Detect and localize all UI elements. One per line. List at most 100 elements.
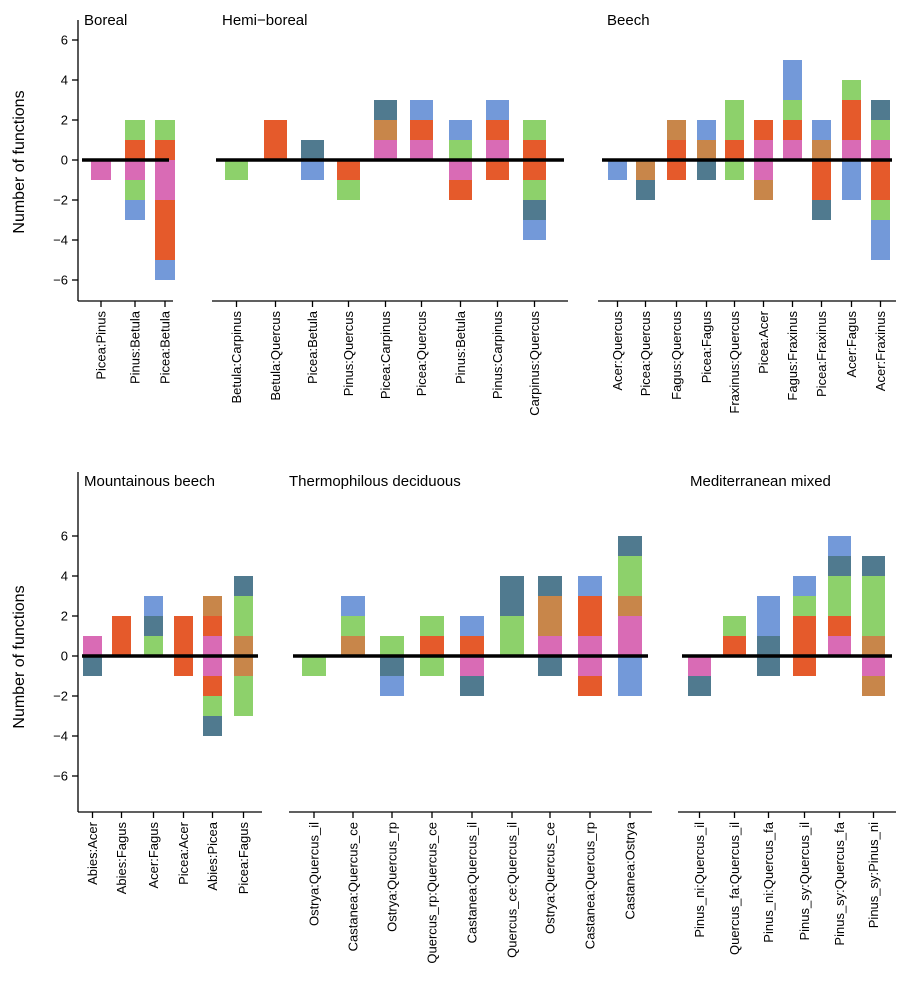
bar-segment <box>538 596 562 616</box>
bar-segment <box>578 596 602 616</box>
x-tick-label: Abies:Fagus <box>114 822 129 895</box>
bar-segment <box>420 636 444 656</box>
bar-segment <box>754 180 773 200</box>
bar-segment <box>155 180 175 200</box>
x-tick-label: Pinus_ni:Quercus_fa <box>761 821 776 942</box>
bar-segment <box>500 616 524 636</box>
bar-segment <box>723 616 746 636</box>
panel-title-boreal: Boreal <box>84 12 127 29</box>
bar-segment <box>538 576 562 596</box>
bar-segment <box>688 676 711 696</box>
x-tick-label: Picea:Quercus <box>414 311 429 397</box>
x-tick-label: Acer:Quercus <box>610 311 625 391</box>
bar-segment <box>125 160 145 180</box>
y-tick-label: 2 <box>61 113 68 128</box>
bar-segment <box>793 596 816 616</box>
bar-segment <box>793 616 816 636</box>
bar-segment <box>828 616 851 636</box>
bar-segment <box>460 676 484 696</box>
bar-segment <box>812 160 831 180</box>
bar-segment <box>234 696 253 716</box>
bar-segment <box>871 180 890 200</box>
bar-segment <box>341 596 365 616</box>
bar-segment <box>486 160 509 180</box>
bar-segment <box>144 636 163 656</box>
bar-segment <box>618 576 642 596</box>
bar-segment <box>449 120 472 140</box>
bar-segment <box>449 140 472 160</box>
bar-segment <box>83 656 102 676</box>
bar-segment <box>618 536 642 556</box>
bar-segment <box>578 676 602 696</box>
bar-segment <box>125 200 145 220</box>
panel-title-hemi-boreal: Hemi−boreal <box>222 12 307 29</box>
bar-segment <box>697 120 716 140</box>
bar-segment <box>410 140 433 160</box>
bar-segment <box>500 596 524 616</box>
bar-segment <box>828 576 851 596</box>
bar-segment <box>725 140 744 160</box>
x-tick-label: Carpinus:Quercus <box>527 311 542 416</box>
bar-segment <box>203 676 222 696</box>
panel-title-thermophilous-deciduous: Thermophilous deciduous <box>289 473 461 490</box>
bar-segment <box>337 180 360 200</box>
bar-segment <box>234 676 253 696</box>
bar-segment <box>174 636 193 656</box>
bar-segment <box>862 656 885 676</box>
bar-segment <box>374 100 397 120</box>
bar-segment <box>203 696 222 716</box>
bar-segment <box>871 140 890 160</box>
chart-panel-4: Ostrya:Quercus_il Castanea:Quercus_ce Ostr… <box>289 536 652 964</box>
bar-segment <box>234 636 253 656</box>
bar-segment <box>500 636 524 656</box>
bar-segment <box>725 160 744 180</box>
plot-layer: −6 −4 −2 0 2 4 6 Picea:Pinus Pinus:Betula Picea:B… <box>53 20 896 964</box>
x-tick-label: Castanea:Quercus_il <box>465 822 480 944</box>
chart-panel-2: Acer:Quercus Picea:Quercus Fagus:Quercus Pi… <box>598 60 896 414</box>
bar-segment <box>871 220 890 240</box>
bar-segment <box>842 140 861 160</box>
x-tick-label: Fraxinus:Quercus <box>727 311 742 414</box>
bar-segment <box>757 636 780 656</box>
bar-segment <box>538 656 562 676</box>
bar-segment <box>725 100 744 120</box>
x-tick-label: Pinus_sy:Pinus_ni <box>866 822 881 928</box>
bar-segment <box>203 596 222 616</box>
bar-segment <box>301 160 324 180</box>
x-tick-label: Ostrya:Quercus_rp <box>385 822 400 932</box>
x-tick-label: Picea:Acer <box>176 821 191 885</box>
bar-segment <box>374 140 397 160</box>
bar-segment <box>500 576 524 596</box>
bar-segment <box>523 140 546 160</box>
bar-segment <box>234 576 253 596</box>
x-tick-label: Quercus_fa:Quercus_il <box>727 822 742 955</box>
y-tick-label: −2 <box>53 689 68 704</box>
bar-segment <box>754 140 773 160</box>
bar-segment <box>302 656 326 676</box>
bar-segment <box>828 556 851 576</box>
bar-segment <box>667 120 686 140</box>
bar-segment <box>155 220 175 240</box>
bar-segment <box>871 100 890 120</box>
bar-segment <box>144 596 163 616</box>
bar-segment <box>112 616 131 636</box>
x-tick-label: Quercus_ce:Quercus_il <box>505 822 520 958</box>
x-tick-label: Acer:Fagus <box>844 311 859 378</box>
x-tick-label: Pinus_ni:Quercus_il <box>692 822 707 938</box>
bar-segment <box>460 636 484 656</box>
bar-segment <box>862 596 885 616</box>
bar-segment <box>757 596 780 616</box>
bar-segment <box>264 140 287 160</box>
bar-segment <box>697 140 716 160</box>
y-tick-label: 0 <box>61 153 68 168</box>
bar-segment <box>523 200 546 220</box>
bar-segment <box>380 676 404 696</box>
bar-segment <box>449 180 472 200</box>
bar-segment <box>91 160 111 180</box>
bar-segment <box>380 636 404 656</box>
y-tick-label: 4 <box>61 569 68 584</box>
chart-panel-5: Pinus_ni:Quercus_il Quercus_fa:Quercus_il… <box>678 536 896 955</box>
y-tick-label: −4 <box>53 233 68 248</box>
bar-segment <box>842 160 861 180</box>
